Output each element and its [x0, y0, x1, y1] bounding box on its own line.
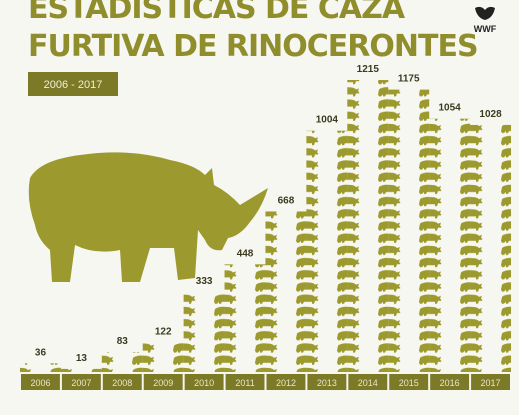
year-box — [389, 374, 429, 390]
value-label: 83 — [117, 336, 129, 347]
x-tick-label: 2014 — [358, 378, 378, 388]
value-label: 448 — [237, 248, 254, 259]
year-box — [348, 374, 388, 390]
year-box — [102, 374, 142, 390]
x-tick-label: 2016 — [440, 378, 460, 388]
logo: WWF — [474, 24, 497, 34]
bar — [224, 264, 266, 372]
value-label: 668 — [278, 195, 295, 206]
value-label: 1004 — [316, 115, 339, 126]
value-label: 1028 — [479, 109, 502, 120]
bar — [142, 342, 184, 372]
value-label: 122 — [155, 327, 172, 338]
x-tick-label: 2013 — [317, 378, 337, 388]
value-label: 36 — [35, 347, 47, 358]
x-tick-label: 2008 — [112, 378, 132, 388]
x-tick-label: 2006 — [30, 378, 50, 388]
bar — [470, 124, 512, 373]
bar — [60, 368, 102, 372]
value-label: 1175 — [398, 74, 420, 85]
year-box — [225, 374, 265, 390]
bar — [388, 89, 430, 373]
x-tick-label: 2007 — [71, 378, 91, 388]
x-tick-label: 2010 — [194, 378, 214, 388]
bar — [306, 130, 348, 372]
subtitle-box — [28, 72, 118, 96]
year-box — [471, 374, 510, 390]
rhino-silhouette — [28, 152, 269, 282]
value-label: 1215 — [357, 64, 380, 75]
bar — [265, 211, 307, 372]
year-box — [430, 374, 470, 390]
year-box — [21, 374, 60, 390]
value-label: 333 — [196, 276, 213, 287]
chart-title: ESTADÍSTICAS DE CAZA — [28, 0, 406, 26]
bar — [429, 118, 471, 373]
bar — [19, 363, 61, 372]
subtitle: 2006 - 2017 — [44, 79, 103, 91]
x-tick-label: 2015 — [399, 378, 419, 388]
year-box — [61, 374, 101, 390]
year-box — [266, 374, 306, 390]
value-label: 13 — [76, 353, 88, 364]
year-box — [184, 374, 224, 390]
x-tick-label: 2017 — [481, 378, 501, 388]
x-tick-label: 2012 — [276, 378, 296, 388]
chart-title: FURTIVA DE RINOCERONTES — [28, 29, 478, 64]
x-tick-label: 2009 — [153, 378, 173, 388]
bar — [101, 352, 143, 372]
x-tick-label: 2011 — [235, 378, 254, 388]
bar — [347, 80, 389, 372]
year-box — [307, 374, 347, 390]
logo-icon — [475, 6, 495, 20]
bar — [183, 291, 225, 372]
value-label: 1054 — [439, 103, 462, 114]
year-box — [143, 374, 183, 390]
